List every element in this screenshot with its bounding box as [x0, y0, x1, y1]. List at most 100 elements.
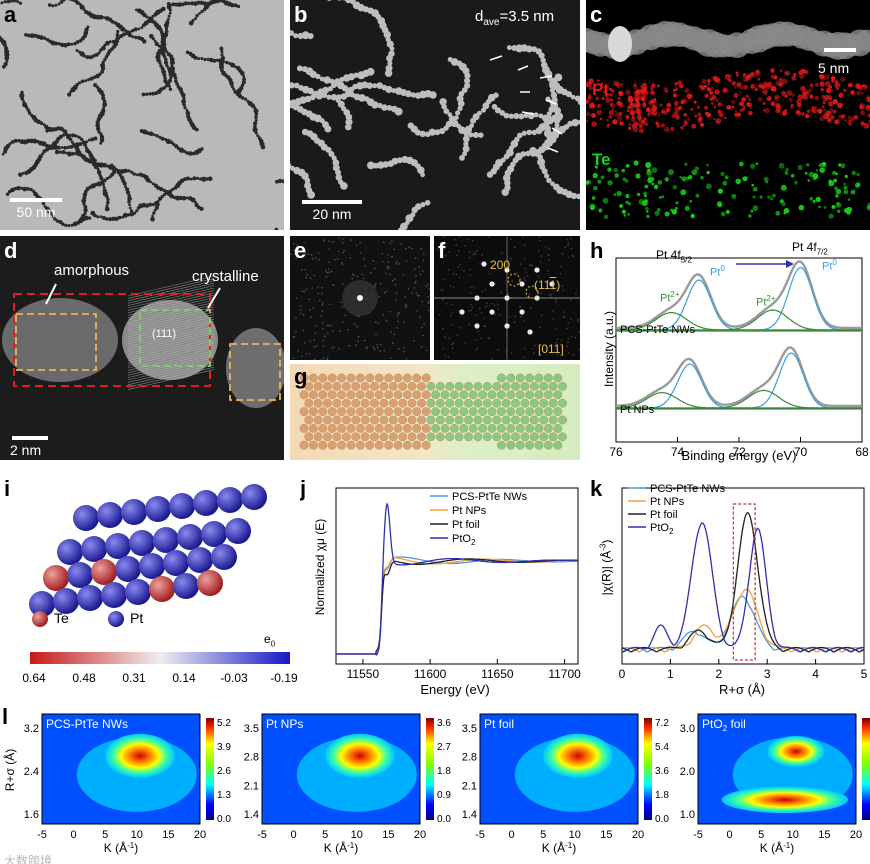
pt-signal-dot	[797, 111, 802, 117]
map-x-tick: 15	[818, 829, 830, 841]
xps-envelope	[616, 346, 862, 408]
pt-signal-dot	[650, 83, 656, 89]
map-cbar-tick: 0.0	[217, 814, 231, 825]
noise-dot	[538, 276, 540, 278]
pt-signal-dot	[683, 113, 688, 117]
noise-dot	[572, 353, 575, 356]
atom-sphere	[426, 432, 436, 442]
nanoparticle-dot	[102, 185, 106, 189]
noise-dot	[523, 347, 526, 350]
xanes-line	[336, 502, 578, 656]
noise-dot	[369, 272, 372, 274]
noise-dot	[427, 300, 430, 303]
pt-signal-dot	[791, 93, 795, 97]
nanoparticle-dot	[577, 119, 580, 125]
atom-sphere	[464, 415, 473, 425]
nanoparticle-dot	[290, 163, 292, 169]
te-signal-dot	[645, 162, 652, 168]
pt-signal-dot	[629, 110, 636, 116]
noise-dot	[566, 239, 569, 241]
noise-dot	[418, 294, 420, 297]
noise-dot	[415, 281, 417, 283]
pt-signal-dot	[589, 102, 596, 109]
pt-atom	[193, 490, 219, 516]
pt-signal-dot	[674, 87, 679, 92]
atom-sphere	[370, 432, 379, 442]
nanoparticle-dot	[13, 138, 18, 143]
map-y-tick: 3.0	[680, 723, 695, 735]
te-signal-dot	[653, 184, 659, 190]
nanoparticle-dot	[24, 170, 29, 176]
nanoparticle-dot	[503, 112, 510, 119]
nanoparticle-dot	[541, 168, 548, 175]
noise-dot	[327, 357, 329, 359]
atom-sphere	[506, 373, 516, 383]
nanoparticle-dot	[99, 48, 103, 52]
noise-dot	[395, 292, 398, 294]
pt-signal-dot	[757, 97, 763, 102]
nanoparticle-dot	[108, 175, 112, 179]
atom-sphere	[496, 407, 506, 416]
te-signal-dot	[846, 208, 850, 213]
pt-signal-dot	[736, 82, 742, 88]
noise-dot	[395, 299, 397, 301]
atom-sphere	[548, 398, 558, 408]
noise-dot	[530, 307, 532, 310]
nanoparticle-dot	[219, 46, 224, 51]
nanoparticle-dot	[54, 41, 59, 46]
nanoparticle-dot	[539, 163, 546, 170]
noise-dot	[567, 322, 569, 324]
noise-dot	[305, 288, 308, 291]
pt-signal-dot	[746, 102, 751, 107]
nanoparticle-dot	[212, 0, 216, 3]
te-signal-dot	[651, 182, 655, 186]
nanoparticle-dot	[168, 8, 172, 12]
atom-sphere	[445, 398, 455, 408]
panel-a-tem: a 50 nm	[0, 0, 284, 230]
nanoparticle-dot	[163, 60, 169, 65]
noise-dot	[396, 327, 398, 329]
te-signal-dot	[643, 191, 648, 196]
noise-dot	[380, 343, 382, 346]
exafs-line	[621, 595, 865, 653]
noise-dot	[387, 261, 390, 263]
nanoparticle-dot	[131, 35, 135, 39]
nanoparticle-dot	[93, 213, 97, 218]
atom-sphere	[440, 390, 450, 400]
noise-dot	[508, 316, 511, 318]
noise-dot	[336, 258, 339, 260]
noise-dot	[552, 310, 554, 312]
noise-dot	[427, 236, 429, 237]
side-dashed-box	[229, 343, 281, 401]
noise-dot	[556, 286, 558, 289]
exafs-ylabel-end: )	[599, 539, 614, 544]
pt-signal-dot	[724, 73, 731, 80]
xps-tick-label: 76	[609, 445, 623, 459]
noise-dot	[480, 311, 483, 314]
exafs-line	[621, 588, 865, 653]
pt-signal-dot	[600, 82, 604, 86]
tem-network-image	[0, 0, 284, 230]
nanoparticle-dot	[570, 192, 578, 200]
nanoparticle-dot	[388, 50, 395, 57]
map-x-tick: 10	[787, 829, 799, 841]
nanoparticle-dot	[127, 213, 131, 217]
noise-dot	[321, 301, 324, 304]
nanoparticle-dot	[386, 40, 394, 48]
pt-signal-dot	[633, 83, 637, 86]
nanoparticle-dot	[458, 91, 465, 97]
nanoparticle-dot	[463, 130, 469, 135]
map-xlabel-end: )	[790, 841, 794, 855]
nanoparticle-dot	[290, 99, 296, 105]
nanoparticle-dot	[144, 203, 150, 208]
pt-signal-dot	[697, 118, 703, 124]
noise-dot	[321, 286, 323, 289]
pt-atom	[145, 496, 171, 522]
diffraction-spot	[549, 281, 555, 287]
atom-sphere	[487, 424, 497, 433]
scale-bar-text: 20 nm	[312, 206, 352, 222]
atom-sphere	[548, 382, 558, 391]
atom-sphere	[360, 398, 370, 408]
te-signal-dot	[684, 205, 690, 211]
map-hotspot	[543, 733, 613, 778]
